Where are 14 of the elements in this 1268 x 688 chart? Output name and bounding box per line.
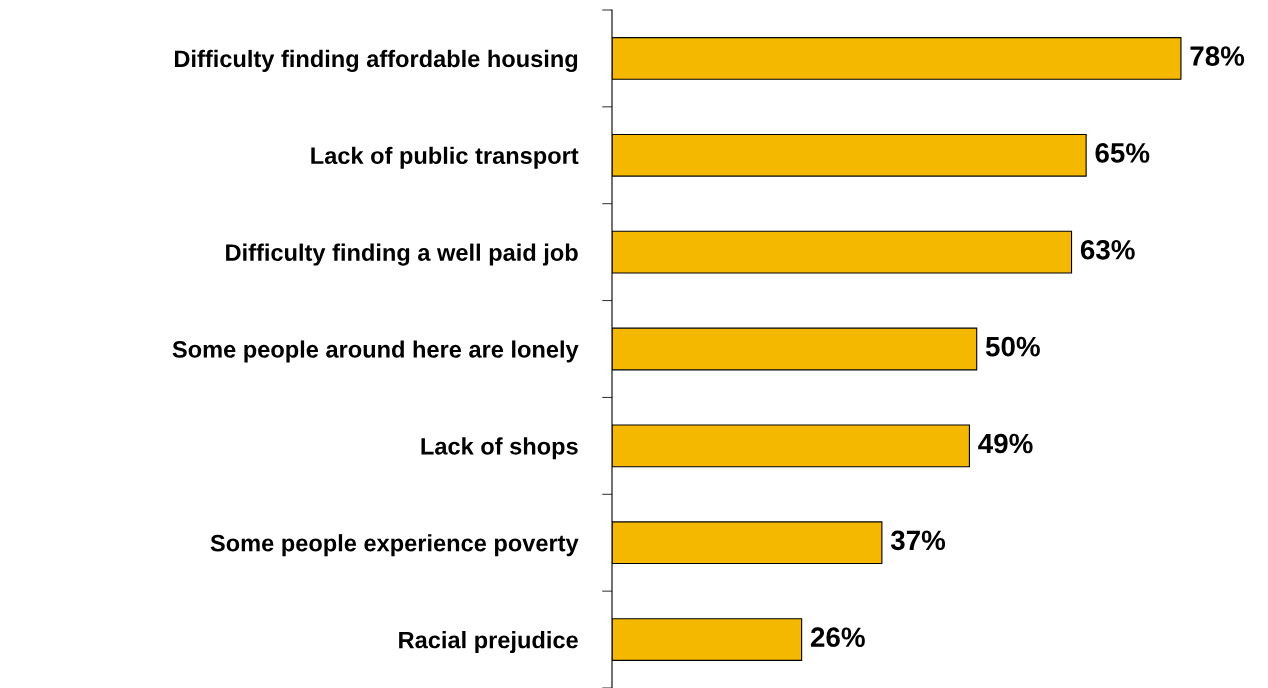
data-label: 65% <box>1095 143 1150 163</box>
data-label: 49% <box>978 433 1033 454</box>
data-label: 63% <box>1080 239 1135 260</box>
y-tick-label: Difficulty finding affordable housing <box>174 49 578 72</box>
data-label: 50% <box>985 336 1040 357</box>
y-tick-label: Racial prejudice <box>399 631 578 654</box>
y-tick-label: Some people around here are lonely <box>172 340 579 363</box>
data-label: 78% <box>1190 46 1245 66</box>
y-tick-label: Lack of shops <box>421 437 578 460</box>
data-label: 37% <box>890 530 946 551</box>
y-tick-label: Lack of public transport <box>311 146 579 169</box>
y-tick-label: Some people experience poverty <box>210 534 579 557</box>
y-tick-label: Difficulty finding a well paid job <box>226 243 578 266</box>
data-label: 26% <box>810 627 865 648</box>
